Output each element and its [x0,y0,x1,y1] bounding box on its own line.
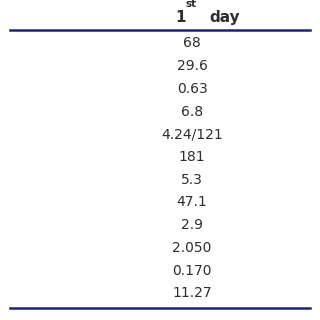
Text: 6.8: 6.8 [181,105,203,118]
Text: 29.6: 29.6 [177,59,207,73]
Text: 2.050: 2.050 [172,241,212,255]
Text: 0.170: 0.170 [172,264,212,277]
Text: 2.9: 2.9 [181,218,203,232]
Text: day: day [210,10,240,25]
Text: 0.63: 0.63 [177,82,207,96]
Text: 47.1: 47.1 [177,196,207,209]
Text: 4.24/121: 4.24/121 [161,127,223,141]
Text: 11.27: 11.27 [172,286,212,300]
Text: 5.3: 5.3 [181,173,203,187]
Text: st: st [186,0,197,9]
Text: 1: 1 [175,10,186,25]
Text: 68: 68 [183,36,201,50]
Text: 181: 181 [179,150,205,164]
